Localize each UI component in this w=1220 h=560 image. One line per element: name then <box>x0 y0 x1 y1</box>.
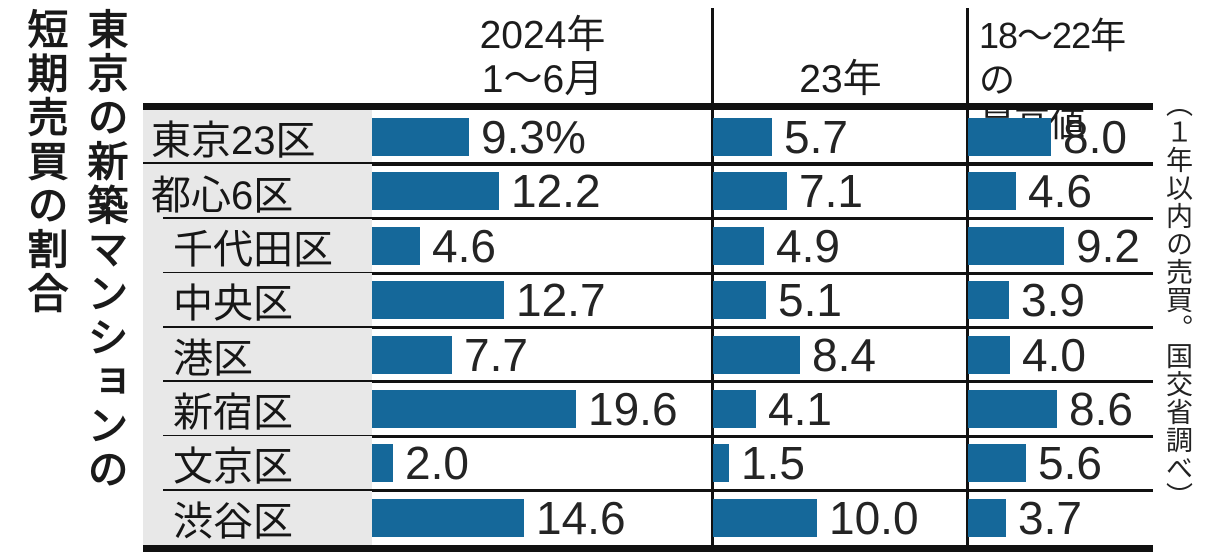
row-separator <box>163 434 1153 438</box>
table-row: 東京23区 9.3% 5.7 8.0 <box>143 110 1153 166</box>
row-separator <box>163 271 1153 275</box>
value-label: 12.7 <box>516 274 606 327</box>
value-label: 8.6 <box>1069 382 1133 435</box>
value-label: 9.3% <box>481 111 586 163</box>
value-bar <box>968 281 1009 320</box>
table-bottom-rule <box>143 545 1153 552</box>
table-row: 渋谷区 14.6 10.0 3.7 <box>143 490 1153 546</box>
chart-title-line-2: 短期売買の割合 <box>21 8 67 316</box>
column-divider-2 <box>966 8 969 545</box>
value-bar <box>968 118 1051 156</box>
value-bar <box>713 335 800 374</box>
value-label: 3.9 <box>1021 274 1085 327</box>
value-label: 4.9 <box>776 219 840 272</box>
row-separator <box>163 326 1153 330</box>
value-bar <box>372 172 499 211</box>
value-label: 3.7 <box>1018 491 1082 544</box>
value-bar <box>968 335 1010 374</box>
value-bar <box>372 281 504 320</box>
row-label: 都心6区 <box>143 164 372 219</box>
value-label: 5.7 <box>784 111 848 163</box>
value-label: 4.1 <box>768 382 832 435</box>
value-bar <box>713 118 772 156</box>
value-label: 8.4 <box>812 328 876 381</box>
table-rows: 東京23区 9.3% 5.7 8.0 都心6区 12.2 7.1 4.6 千代田区 4.6 4.9 9… <box>143 110 1153 546</box>
table-row: 千代田区 4.6 4.9 9.2 <box>143 218 1153 275</box>
value-label: 4.6 <box>1028 165 1092 218</box>
row-label: 千代田区 <box>143 218 372 274</box>
value-bar <box>713 172 787 211</box>
table-row: 文京区 2.0 1.5 5.6 <box>143 436 1153 493</box>
row-separator <box>163 380 1153 384</box>
row-label: 渋谷区 <box>143 490 372 546</box>
value-bar <box>713 498 817 537</box>
table-row: 港区 7.7 8.4 4.0 <box>143 327 1153 384</box>
value-bar <box>713 389 756 428</box>
row-separator <box>163 217 1153 221</box>
bar-table: 2024年 1〜6月 23年 18〜22年の 最高値 東京23区9.3%5.78… <box>143 0 1153 560</box>
value-bar <box>372 226 420 265</box>
table-row: 都心6区 12.2 7.1 4.6 <box>143 164 1153 221</box>
value-label: 8.0 <box>1063 111 1127 163</box>
value-label: 4.0 <box>1022 328 1086 381</box>
value-label: 5.6 <box>1038 437 1102 490</box>
row-label: 東京23区 <box>143 110 372 165</box>
value-label: 7.7 <box>464 328 528 381</box>
table-row: 中央区 12.7 5.1 3.9 <box>143 273 1153 330</box>
row-label: 中央区 <box>143 273 372 328</box>
column-header-max-line1: 18〜22年の <box>979 15 1126 100</box>
table-row: 新宿区 19.6 4.1 8.6 <box>143 381 1153 438</box>
chart-title: 東京の新築マンションの 短期売買の割合 <box>14 8 134 552</box>
column-header-2023: 23年 <box>713 58 968 102</box>
value-bar <box>713 281 766 320</box>
column-header-2024: 2024年 1〜6月 <box>372 14 713 102</box>
source-note: （１年以内の売買。国交省調べ） <box>1162 90 1192 510</box>
table-top-rule <box>143 103 1153 110</box>
value-label: 14.6 <box>536 491 626 544</box>
column-header-2024-line1: 2024年 <box>479 14 606 57</box>
column-divider-1 <box>711 8 714 545</box>
row-label: 新宿区 <box>143 381 372 437</box>
value-bar <box>968 444 1026 483</box>
value-label: 7.1 <box>799 165 863 218</box>
value-bar <box>372 335 452 374</box>
value-label: 5.1 <box>778 274 842 327</box>
value-bar <box>968 389 1057 428</box>
value-label: 10.0 <box>829 491 919 544</box>
value-bar <box>372 498 524 537</box>
value-bar <box>713 226 764 265</box>
value-label: 12.2 <box>511 165 601 218</box>
value-label: 19.6 <box>588 382 678 435</box>
value-bar <box>968 172 1016 211</box>
value-label: 4.6 <box>432 219 496 272</box>
value-bar <box>372 444 393 483</box>
value-label: 2.0 <box>405 437 469 490</box>
value-bar <box>372 389 576 428</box>
chart-title-line-1: 東京の新築マンションの <box>81 8 127 492</box>
row-label: 港区 <box>143 327 372 382</box>
column-header-2024-line2: 1〜6月 <box>481 58 604 101</box>
row-separator <box>143 161 1153 166</box>
row-separator <box>163 489 1153 493</box>
value-bar <box>372 118 469 156</box>
row-label: 文京区 <box>143 436 372 491</box>
value-label: 9.2 <box>1076 219 1140 272</box>
value-bar <box>713 444 729 483</box>
column-header-2023-line1: 23年 <box>799 58 882 101</box>
value-bar <box>968 226 1064 265</box>
value-bar <box>968 498 1006 537</box>
value-label: 1.5 <box>741 437 805 490</box>
